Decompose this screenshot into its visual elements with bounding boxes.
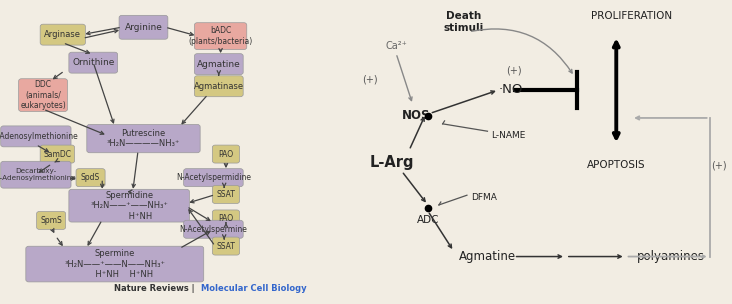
Text: Spermidine
³H₂N——⁺——NH₃⁺
         H⁺NH: Spermidine ³H₂N——⁺——NH₃⁺ H⁺NH bbox=[90, 191, 168, 221]
Text: NOS: NOS bbox=[403, 109, 431, 122]
Text: ADC: ADC bbox=[417, 215, 439, 225]
FancyBboxPatch shape bbox=[184, 220, 243, 238]
Text: (+): (+) bbox=[711, 160, 727, 170]
Text: Nature Reviews |: Nature Reviews | bbox=[113, 285, 198, 293]
Text: Death
stimuli: Death stimuli bbox=[443, 11, 483, 33]
FancyBboxPatch shape bbox=[184, 169, 243, 187]
Text: PAO: PAO bbox=[218, 214, 234, 223]
Text: ·NO: ·NO bbox=[498, 83, 523, 96]
Text: Ca²⁺: Ca²⁺ bbox=[385, 41, 407, 51]
Text: PAO: PAO bbox=[218, 150, 234, 159]
Text: (+): (+) bbox=[506, 65, 521, 75]
FancyBboxPatch shape bbox=[212, 237, 239, 255]
FancyBboxPatch shape bbox=[87, 124, 200, 153]
FancyBboxPatch shape bbox=[119, 15, 168, 39]
Text: polyamines: polyamines bbox=[636, 250, 704, 263]
FancyBboxPatch shape bbox=[195, 54, 243, 74]
FancyBboxPatch shape bbox=[69, 189, 190, 222]
Text: DDC
(animals/
eukaryotes): DDC (animals/ eukaryotes) bbox=[20, 80, 66, 110]
FancyBboxPatch shape bbox=[195, 76, 243, 97]
Text: Agmatine: Agmatine bbox=[459, 250, 516, 263]
Text: SpdS: SpdS bbox=[81, 173, 100, 182]
Text: Arginase: Arginase bbox=[44, 30, 81, 39]
Text: DFMA: DFMA bbox=[471, 193, 496, 202]
FancyBboxPatch shape bbox=[212, 185, 239, 203]
Text: L-Arg: L-Arg bbox=[370, 155, 414, 170]
FancyBboxPatch shape bbox=[40, 145, 75, 163]
Text: L-NAME: L-NAME bbox=[491, 131, 526, 140]
FancyBboxPatch shape bbox=[1, 161, 71, 188]
Text: Ornithine: Ornithine bbox=[72, 58, 114, 67]
FancyBboxPatch shape bbox=[76, 169, 105, 187]
Text: Agmatinase: Agmatinase bbox=[194, 82, 244, 91]
Text: (+): (+) bbox=[362, 74, 378, 85]
Text: SSAT: SSAT bbox=[217, 242, 236, 250]
Text: Agmatine: Agmatine bbox=[197, 60, 241, 69]
FancyBboxPatch shape bbox=[195, 23, 247, 50]
FancyBboxPatch shape bbox=[212, 210, 239, 228]
Text: Putrescine
³H₂N————NH₃⁺: Putrescine ³H₂N————NH₃⁺ bbox=[107, 129, 180, 148]
Text: APOPTOSIS: APOPTOSIS bbox=[587, 160, 646, 170]
Text: Arginine: Arginine bbox=[124, 23, 163, 32]
Text: S-Adenosylmethionine: S-Adenosylmethionine bbox=[0, 132, 79, 141]
Text: SSAT: SSAT bbox=[217, 190, 236, 199]
FancyBboxPatch shape bbox=[18, 79, 67, 112]
FancyBboxPatch shape bbox=[212, 145, 239, 163]
Text: N-Acetylspermidine: N-Acetylspermidine bbox=[176, 173, 251, 182]
Text: PROLIFERATION: PROLIFERATION bbox=[591, 11, 672, 21]
FancyBboxPatch shape bbox=[69, 52, 118, 73]
Text: SpmS: SpmS bbox=[40, 216, 62, 225]
FancyBboxPatch shape bbox=[1, 126, 71, 147]
FancyBboxPatch shape bbox=[37, 211, 66, 230]
Text: Spermine
³H₂N——⁺——N——NH₃⁺
       H⁺NH    H⁺NH: Spermine ³H₂N——⁺——N——NH₃⁺ H⁺NH H⁺NH bbox=[64, 249, 165, 279]
Text: Decarboxy-
S-Adenosylmethionine: Decarboxy- S-Adenosylmethionine bbox=[0, 168, 76, 181]
FancyBboxPatch shape bbox=[26, 246, 203, 282]
Text: Molecular Cell Biology: Molecular Cell Biology bbox=[201, 285, 307, 293]
Text: bADC
(plants/bacteria): bADC (plants/bacteria) bbox=[188, 26, 253, 46]
Text: SamDC: SamDC bbox=[43, 150, 72, 159]
Text: N-Acetylspermine: N-Acetylspermine bbox=[179, 225, 247, 234]
FancyBboxPatch shape bbox=[40, 24, 86, 45]
